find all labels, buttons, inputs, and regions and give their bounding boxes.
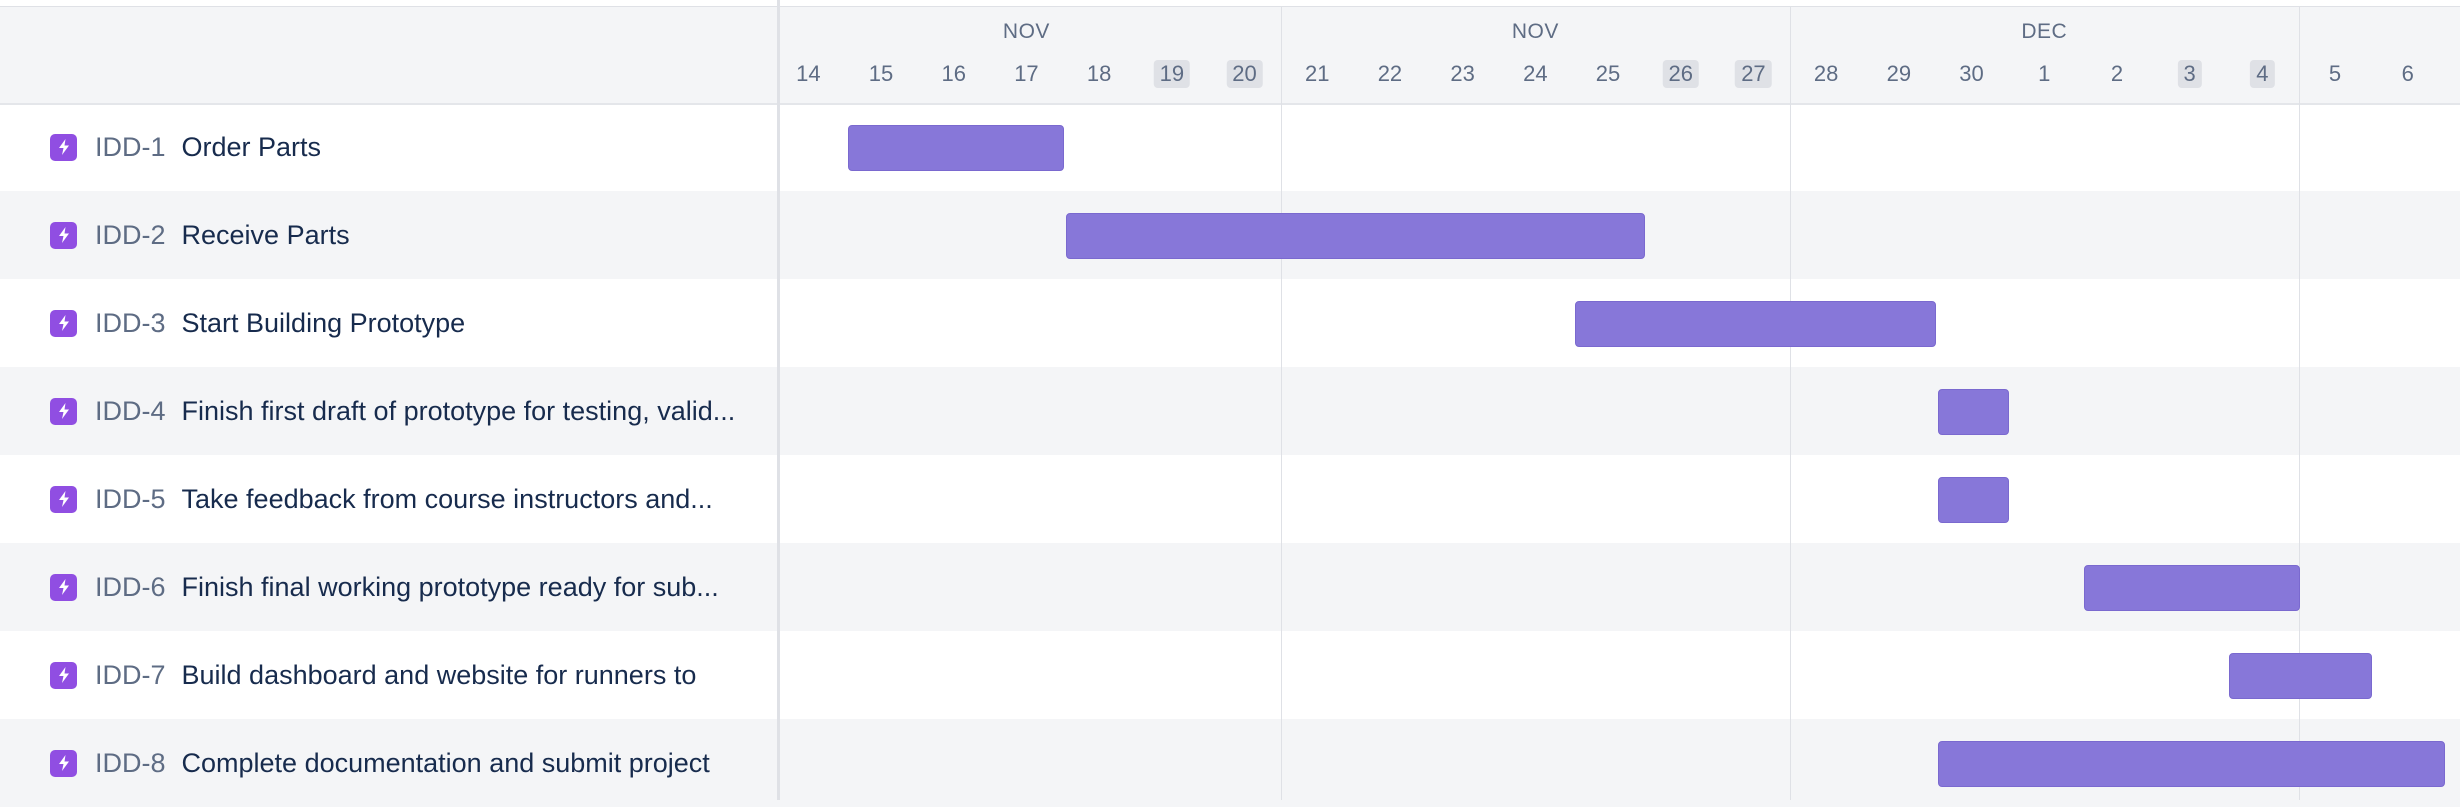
day-label: 16 [941,61,966,86]
week-divider [2298,6,2300,800]
task-bar[interactable] [847,125,1064,171]
day-label: 28 [1813,61,1839,86]
task-row[interactable]: IDD-3 Start Building Prototype [0,279,2460,367]
task-key-link[interactable]: IDD-1 [95,131,166,162]
task-cell[interactable]: IDD-1 Order Parts [0,103,770,191]
task-key-link[interactable]: IDD-6 [95,571,166,602]
task-bar[interactable] [2083,565,2300,611]
task-key-link[interactable]: IDD-2 [95,219,166,250]
story-lightning-icon [50,221,77,249]
day-label: 5 [2328,61,2342,86]
weekend-day-label: 26 [1662,60,1699,88]
task-key-link[interactable]: IDD-3 [95,307,166,338]
weekend-day-label: 27 [1735,60,1772,88]
week-divider [1789,6,1791,800]
task-title[interactable]: Finish first draft of prototype for test… [181,395,736,426]
day-label: 18 [1086,61,1112,86]
day-label: 1 [2038,61,2051,86]
task-list-column [0,0,780,800]
task-key-link[interactable]: IDD-4 [95,395,166,426]
weekend-day-label: 20 [1226,60,1263,88]
task-bar[interactable] [1938,477,2009,523]
story-lightning-icon [50,485,77,513]
task-cell[interactable]: IDD-4 Finish first draft of prototype for… [0,367,770,455]
day-label: 6 [2401,61,2414,86]
task-row[interactable]: IDD-4 Finish first draft of prototype for… [0,367,2460,455]
day-label: 30 [1959,61,1984,86]
task-bar[interactable] [1574,301,1937,347]
timeline-header [0,6,2460,105]
month-label: NOV [1002,20,1050,43]
day-label: 17 [1014,61,1039,86]
task-key-link[interactable]: IDD-5 [95,483,166,514]
task-bar[interactable] [1065,213,1646,259]
story-lightning-icon [50,573,77,601]
day-label: 24 [1523,61,1548,86]
task-row[interactable]: IDD-1 Order Parts [0,103,2460,191]
task-title[interactable]: Build dashboard and website for runners … [181,659,697,690]
month-label: DEC [2021,20,2068,43]
story-lightning-icon [50,133,77,161]
task-key-link[interactable]: IDD-8 [95,747,166,778]
task-bar[interactable] [2229,653,2373,699]
task-cell[interactable]: IDD-7 Build dashboard and website for run… [0,631,770,719]
story-lightning-icon [50,749,77,777]
story-lightning-icon [50,661,77,689]
task-cell[interactable]: IDD-3 Start Building Prototype [0,279,770,367]
weekend-day-label: 3 [2177,60,2202,88]
task-title[interactable]: Take feedback from course instructors an… [181,483,713,514]
day-label: 14 [796,61,821,86]
day-label: 15 [868,61,894,86]
story-lightning-icon [50,309,77,337]
day-label: 25 [1595,61,1621,86]
month-label: NOV [1511,20,1559,43]
timeline-area: NOV NOV DEC 14 15 16 17 18 19 20 21 22 23 24 25 26 27 28 2… [781,0,2460,800]
weekend-day-label: 4 [2250,60,2275,88]
task-row[interactable]: IDD-5 Take feedback from course instructo… [0,455,2460,543]
task-title[interactable]: Start Building Prototype [181,307,466,338]
day-label: 21 [1305,61,1330,86]
day-label: 29 [1886,61,1912,86]
task-title[interactable]: Receive Parts [181,219,350,250]
task-bar[interactable] [1938,741,2446,787]
task-bar[interactable] [1938,389,2009,435]
task-row[interactable]: IDD-7 Build dashboard and website for run… [0,631,2460,719]
task-cell[interactable]: IDD-6 Finish final working prototype read… [0,543,770,631]
day-label: 23 [1450,61,1475,86]
task-cell[interactable]: IDD-8 Complete documentation and submit p… [0,719,770,807]
story-lightning-icon [50,397,77,425]
weekend-day-label: 19 [1153,60,1191,88]
task-title[interactable]: Finish final working prototype ready for… [181,571,719,602]
week-divider [1280,6,1282,800]
task-row[interactable]: IDD-6 Finish final working prototype read… [0,543,2460,631]
task-cell[interactable]: IDD-2 Receive Parts [0,191,770,279]
task-key-link[interactable]: IDD-7 [95,659,166,690]
task-title[interactable]: Complete documentation and submit projec… [181,747,710,778]
day-label: 2 [2110,61,2124,86]
task-title[interactable]: Order Parts [181,131,322,162]
task-cell[interactable]: IDD-5 Take feedback from course instructo… [0,455,770,543]
day-label: 22 [1377,61,1403,86]
